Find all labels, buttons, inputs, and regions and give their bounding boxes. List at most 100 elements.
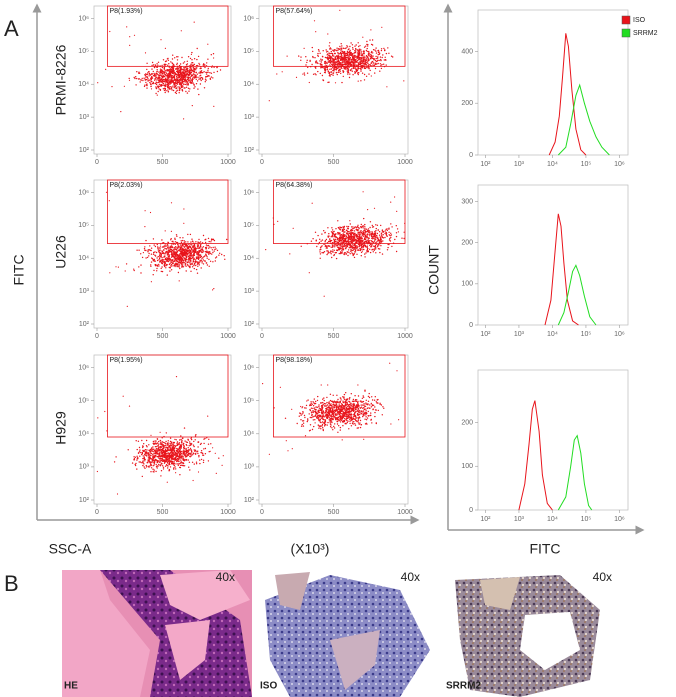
event-dot: [163, 249, 165, 251]
event-dot: [346, 45, 348, 47]
event-dot: [207, 67, 209, 70]
event-dot: [150, 261, 153, 263]
event-dot: [328, 81, 330, 83]
event-dot: [175, 85, 177, 87]
event-dot: [385, 233, 387, 236]
event-dot: [175, 259, 178, 262]
image-label: SRRM2: [446, 681, 481, 692]
event-dot: [169, 270, 171, 272]
event-dot: [377, 62, 379, 65]
event-dot: [373, 207, 376, 209]
event-dot: [155, 251, 158, 254]
event-dot: [197, 64, 199, 67]
event-dot: [173, 77, 176, 79]
event-dot: [373, 248, 375, 250]
event-dot: [184, 83, 187, 86]
event-dot: [181, 78, 183, 81]
event-cloud: [97, 21, 222, 120]
event-dot: [363, 233, 365, 235]
event-dot: [183, 240, 186, 242]
event-dot: [331, 233, 334, 235]
event-dot: [164, 452, 166, 454]
event-dot: [148, 249, 151, 251]
event-dot: [143, 457, 145, 459]
event-dot: [111, 86, 113, 88]
event-dot: [373, 64, 375, 67]
event-dot: [339, 244, 342, 246]
event-dot: [145, 466, 148, 468]
event-dot: [155, 453, 157, 455]
event-dot: [321, 233, 323, 235]
event-dot: [154, 75, 156, 77]
event-dot: [352, 233, 355, 236]
event-dot: [159, 447, 161, 449]
event-dot: [186, 63, 189, 65]
event-dot: [319, 253, 322, 255]
event-dot: [203, 256, 205, 258]
event-dot: [315, 60, 318, 62]
event-dot: [164, 252, 167, 254]
event-dot: [370, 58, 372, 60]
event-dot: [357, 226, 359, 228]
event-dot: [168, 445, 170, 447]
event-dot: [145, 81, 147, 84]
event-dot: [198, 251, 200, 253]
event-dot: [154, 255, 157, 257]
event-dot: [182, 458, 185, 461]
event-dot: [192, 74, 194, 77]
event-dot: [374, 72, 376, 74]
event-dot: [178, 447, 181, 449]
event-dot: [193, 440, 195, 443]
event-dot: [350, 42, 352, 44]
event-dot: [155, 64, 157, 67]
event-dot: [202, 64, 204, 66]
event-dot: [317, 412, 319, 414]
event-dot: [141, 453, 143, 456]
event-dot: [200, 74, 202, 77]
event-dot: [334, 246, 336, 248]
event-dot: [371, 57, 373, 59]
event-dot: [157, 64, 159, 67]
event-dot: [174, 57, 176, 59]
event-dot: [175, 90, 178, 92]
event-dot: [391, 226, 393, 228]
event-dot: [349, 229, 352, 232]
event-dot: [362, 60, 365, 63]
event-dot: [185, 452, 187, 455]
event-dot: [135, 440, 137, 442]
event-dot: [148, 252, 150, 255]
event-dot: [168, 266, 170, 269]
event-dot: [349, 236, 351, 238]
event-dot: [356, 253, 358, 255]
event-dot: [355, 227, 358, 229]
event-dot: [341, 418, 344, 420]
event-dot: [348, 61, 350, 63]
event-dot: [369, 233, 371, 235]
event-dot: [153, 461, 156, 463]
event-dot: [327, 71, 329, 73]
event-dot: [189, 444, 192, 446]
event-dot: [156, 447, 158, 450]
event-dot: [335, 228, 337, 230]
event-dot: [167, 70, 170, 72]
event-dot: [176, 255, 178, 257]
event-dot: [351, 44, 354, 46]
event-dot: [164, 461, 166, 463]
event-dot: [207, 415, 209, 417]
event-dot: [332, 249, 334, 251]
event-dot: [221, 253, 223, 256]
event-dot: [210, 72, 213, 75]
event-dot: [152, 457, 155, 459]
event-dot: [199, 462, 201, 465]
event-dot: [141, 462, 143, 464]
event-dot: [159, 260, 162, 263]
event-dot: [331, 227, 333, 229]
event-dot: [189, 456, 191, 458]
event-dot: [186, 244, 188, 246]
event-dot: [190, 63, 192, 65]
event-dot: [188, 454, 190, 456]
event-dot: [341, 63, 344, 66]
event-dot: [177, 68, 179, 70]
event-dot: [182, 464, 184, 467]
event-dot: [153, 452, 155, 454]
